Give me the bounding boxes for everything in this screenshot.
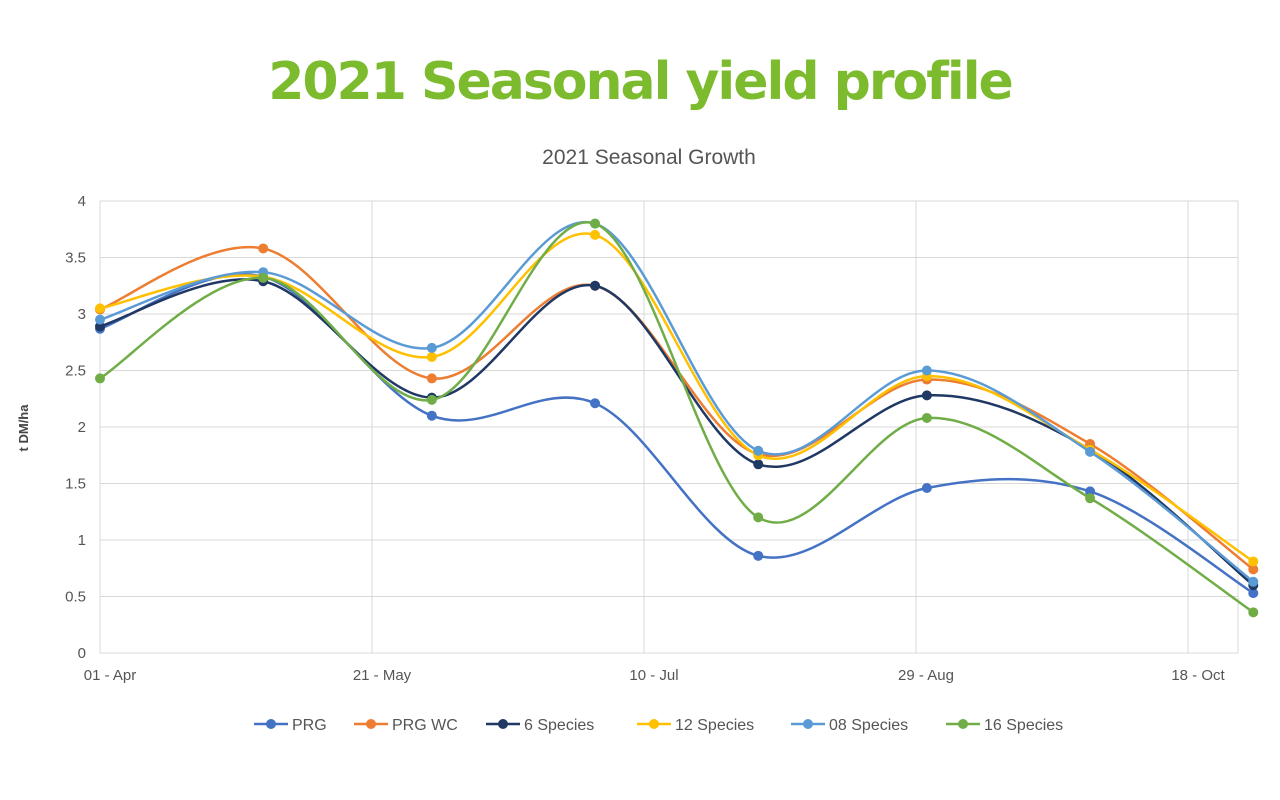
y-tick-label: 4: [78, 193, 86, 210]
data-point-6-species: [921, 390, 932, 401]
x-tick-label: 18 - Oct: [1171, 667, 1225, 684]
legend: PRG PRG WC 6 Species 12 Species 08 Species 16…: [254, 717, 1063, 734]
data-point-12-species: [95, 303, 105, 314]
series-line-12-species: [99, 232, 1254, 563]
series-layer: [95, 218, 1259, 618]
data-point-16-species: [1085, 493, 1096, 504]
legend-label: 16 Species: [984, 717, 1063, 734]
legend-item-prg: PRG: [254, 717, 327, 734]
data-point-08-species: [1248, 576, 1259, 587]
x-tick-label: 29 - Aug: [898, 667, 954, 684]
y-axis-ticks: 0 0.5 1 1.5 2 2.5 3 3.5 4: [65, 193, 86, 662]
legend-item-prg-wc: PRG WC: [354, 717, 458, 734]
data-point-6-species: [590, 280, 601, 291]
data-point-08-species: [95, 314, 105, 325]
legend-item-16-species: 16 Species: [946, 717, 1063, 734]
gridlines: [99, 200, 1239, 654]
data-point-16-species: [921, 412, 932, 423]
data-point-prg-wc: [1248, 564, 1259, 575]
data-point-08-species: [426, 342, 437, 353]
legend-item-08-species: 08 Species: [791, 717, 908, 734]
series-08-species: [95, 218, 1259, 587]
chart-title: 2021 Seasonal Growth: [542, 146, 756, 169]
y-tick-label: 2: [78, 419, 86, 436]
x-tick-label: 21 - May: [353, 667, 412, 684]
legend-marker: [803, 719, 813, 729]
data-point-prg: [753, 550, 764, 561]
legend-label: 6 Species: [524, 717, 594, 734]
y-tick-label: 3.5: [65, 250, 86, 267]
series-line-6-species: [99, 278, 1255, 587]
data-point-08-species: [753, 445, 764, 456]
series-16-species: [95, 218, 1259, 618]
legend-marker: [498, 719, 508, 729]
data-point-prg-wc: [426, 373, 437, 384]
data-point-16-species: [1248, 607, 1259, 618]
data-point-16-species: [753, 512, 764, 523]
legend-label: 08 Species: [829, 717, 908, 734]
legend-marker: [649, 719, 659, 729]
page-title: 2021 Seasonal yield profile: [268, 52, 1014, 112]
series-12-species: [95, 229, 1259, 567]
legend-marker: [366, 719, 376, 729]
x-axis-ticks: 01 - Apr 21 - May 10 - Jul 29 - Aug 18 - Oct: [84, 667, 1226, 684]
y-tick-label: 0: [78, 645, 86, 662]
legend-item-6-species: 6 Species: [486, 717, 594, 734]
series-prg-wc: [95, 243, 1259, 575]
y-tick-label: 3: [78, 306, 86, 323]
y-tick-label: 2.5: [65, 363, 86, 380]
legend-marker: [266, 719, 276, 729]
data-point-12-species: [1248, 556, 1259, 567]
series-line-prg: [99, 273, 1254, 595]
legend-label: 12 Species: [675, 717, 754, 734]
data-point-prg: [590, 398, 601, 409]
data-point-12-species: [426, 351, 437, 362]
data-point-prg: [921, 483, 932, 494]
x-tick-label: 10 - Jul: [629, 667, 678, 684]
series-6-species: [95, 276, 1259, 591]
x-tick-label: 01 - Apr: [84, 667, 137, 684]
y-tick-label: 1: [78, 532, 86, 549]
data-point-16-species: [426, 394, 437, 405]
legend-label: PRG WC: [392, 717, 458, 734]
data-point-16-species: [258, 272, 269, 283]
y-tick-label: 0.5: [65, 589, 86, 606]
data-point-prg: [426, 410, 437, 421]
data-point-prg-wc: [258, 243, 269, 254]
data-point-08-species: [1085, 446, 1096, 457]
legend-item-12-species: 12 Species: [637, 717, 754, 734]
data-point-prg: [1248, 588, 1259, 599]
series-line-08-species: [99, 220, 1255, 583]
data-point-16-species: [590, 218, 601, 229]
data-point-16-species: [95, 373, 105, 384]
series-line-prg-wc: [99, 245, 1255, 571]
data-point-12-species: [590, 229, 601, 240]
legend-marker: [958, 719, 968, 729]
data-point-6-species: [753, 459, 764, 470]
data-point-08-species: [921, 365, 932, 376]
series-line-16-species: [99, 220, 1254, 614]
legend-label: PRG: [292, 717, 327, 734]
y-tick-label: 1.5: [65, 476, 86, 493]
series-prg: [95, 271, 1259, 599]
y-axis-title: t DM/ha: [16, 404, 31, 452]
